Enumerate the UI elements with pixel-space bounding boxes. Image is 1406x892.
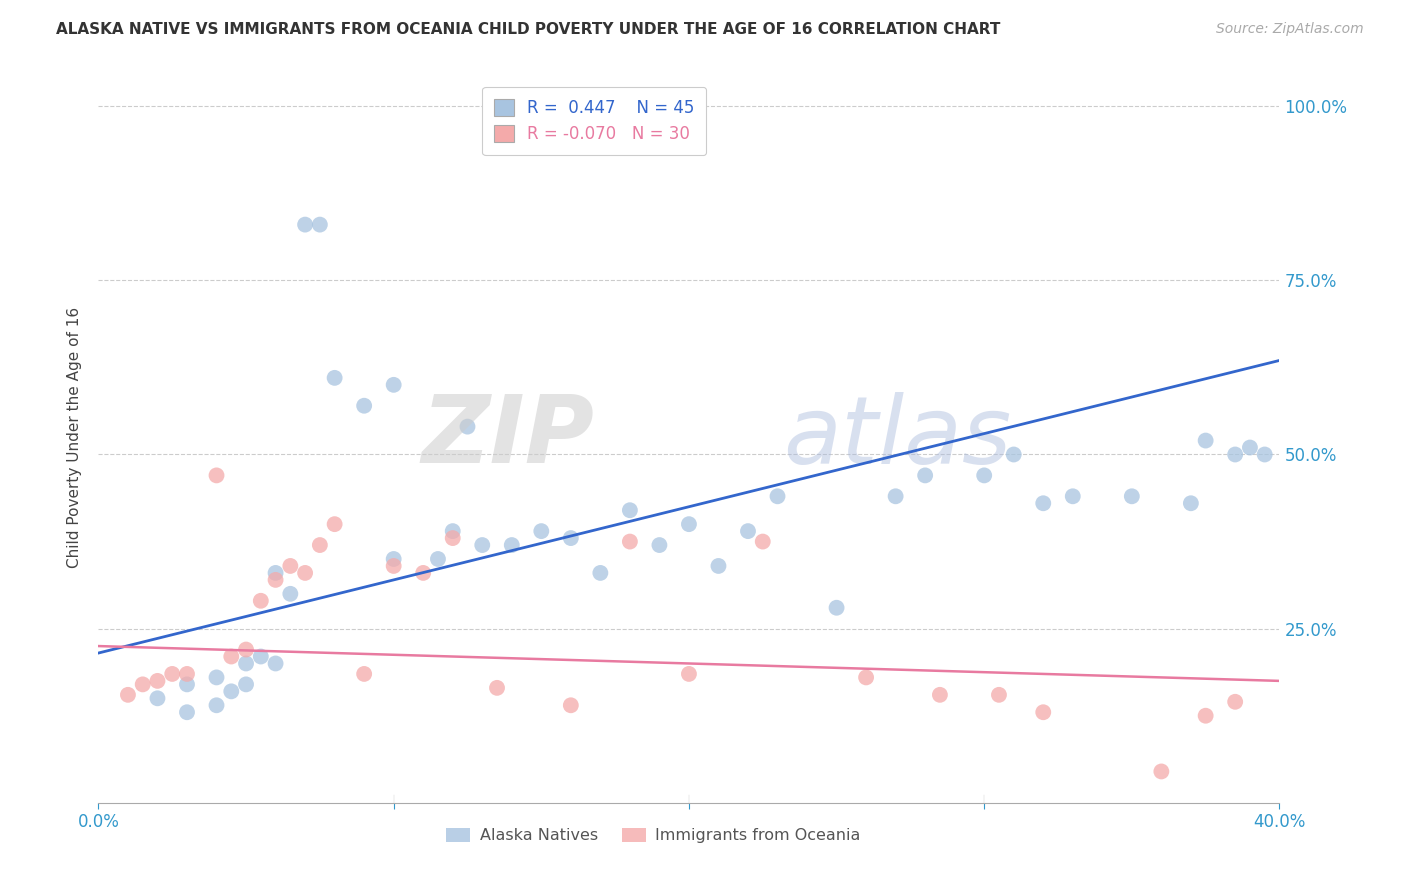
Point [929,688,952,702]
Point [1032,496,1054,510]
Point [280,558,302,573]
Point [205,698,228,713]
Point [221,649,243,664]
Point [205,468,228,483]
Point [855,670,877,684]
Point [560,531,582,545]
Point [1002,448,1025,462]
Point [294,218,316,232]
Text: Source: ZipAtlas.com: Source: ZipAtlas.com [1216,22,1364,37]
Point [486,681,509,695]
Point [678,667,700,681]
Point [441,531,464,545]
Text: atlas: atlas [783,392,1012,483]
Point [1225,448,1247,462]
Point [914,468,936,483]
Point [471,538,494,552]
Y-axis label: Child Poverty Under the Age of 16: Child Poverty Under the Age of 16 [67,307,83,567]
Point [250,649,273,664]
Point [309,218,332,232]
Text: ALASKA NATIVE VS IMMIGRANTS FROM OCEANIA CHILD POVERTY UNDER THE AGE OF 16 CORRE: ALASKA NATIVE VS IMMIGRANTS FROM OCEANIA… [56,22,1001,37]
Point [1239,441,1261,455]
Point [205,670,228,684]
Point [235,642,257,657]
Point [560,698,582,713]
Point [235,677,257,691]
Point [176,705,198,719]
Point [1195,708,1218,723]
Point [280,587,302,601]
Point [501,538,523,552]
Point [382,377,405,392]
Point [1254,448,1277,462]
Point [1062,489,1084,503]
Point [707,558,730,573]
Point [264,657,287,671]
Point [648,538,671,552]
Point [176,677,198,691]
Point [162,667,183,681]
Point [737,524,759,538]
Point [412,566,434,580]
Point [176,667,198,681]
Point [250,594,273,608]
Point [146,691,169,706]
Point [1032,705,1054,719]
Point [1225,695,1247,709]
Point [752,534,775,549]
Point [1150,764,1173,779]
Point [973,468,995,483]
Point [309,538,332,552]
Point [146,673,169,688]
Point [264,573,287,587]
Point [619,534,641,549]
Point [678,517,700,532]
Point [221,684,243,698]
Point [530,524,553,538]
Point [988,688,1011,702]
Point [619,503,641,517]
Point [1195,434,1218,448]
Point [117,688,139,702]
Point [825,600,848,615]
Legend: Alaska Natives, Immigrants from Oceania: Alaska Natives, Immigrants from Oceania [440,822,868,850]
Text: ZIP: ZIP [422,391,595,483]
Point [294,566,316,580]
Point [766,489,789,503]
Point [323,371,346,385]
Point [1180,496,1202,510]
Point [235,657,257,671]
Point [132,677,155,691]
Point [382,558,405,573]
Point [353,399,375,413]
Point [589,566,612,580]
Point [353,667,375,681]
Point [427,552,450,566]
Point [264,566,287,580]
Point [457,419,479,434]
Point [441,524,464,538]
Point [382,552,405,566]
Point [1121,489,1143,503]
Point [884,489,907,503]
Point [323,517,346,532]
